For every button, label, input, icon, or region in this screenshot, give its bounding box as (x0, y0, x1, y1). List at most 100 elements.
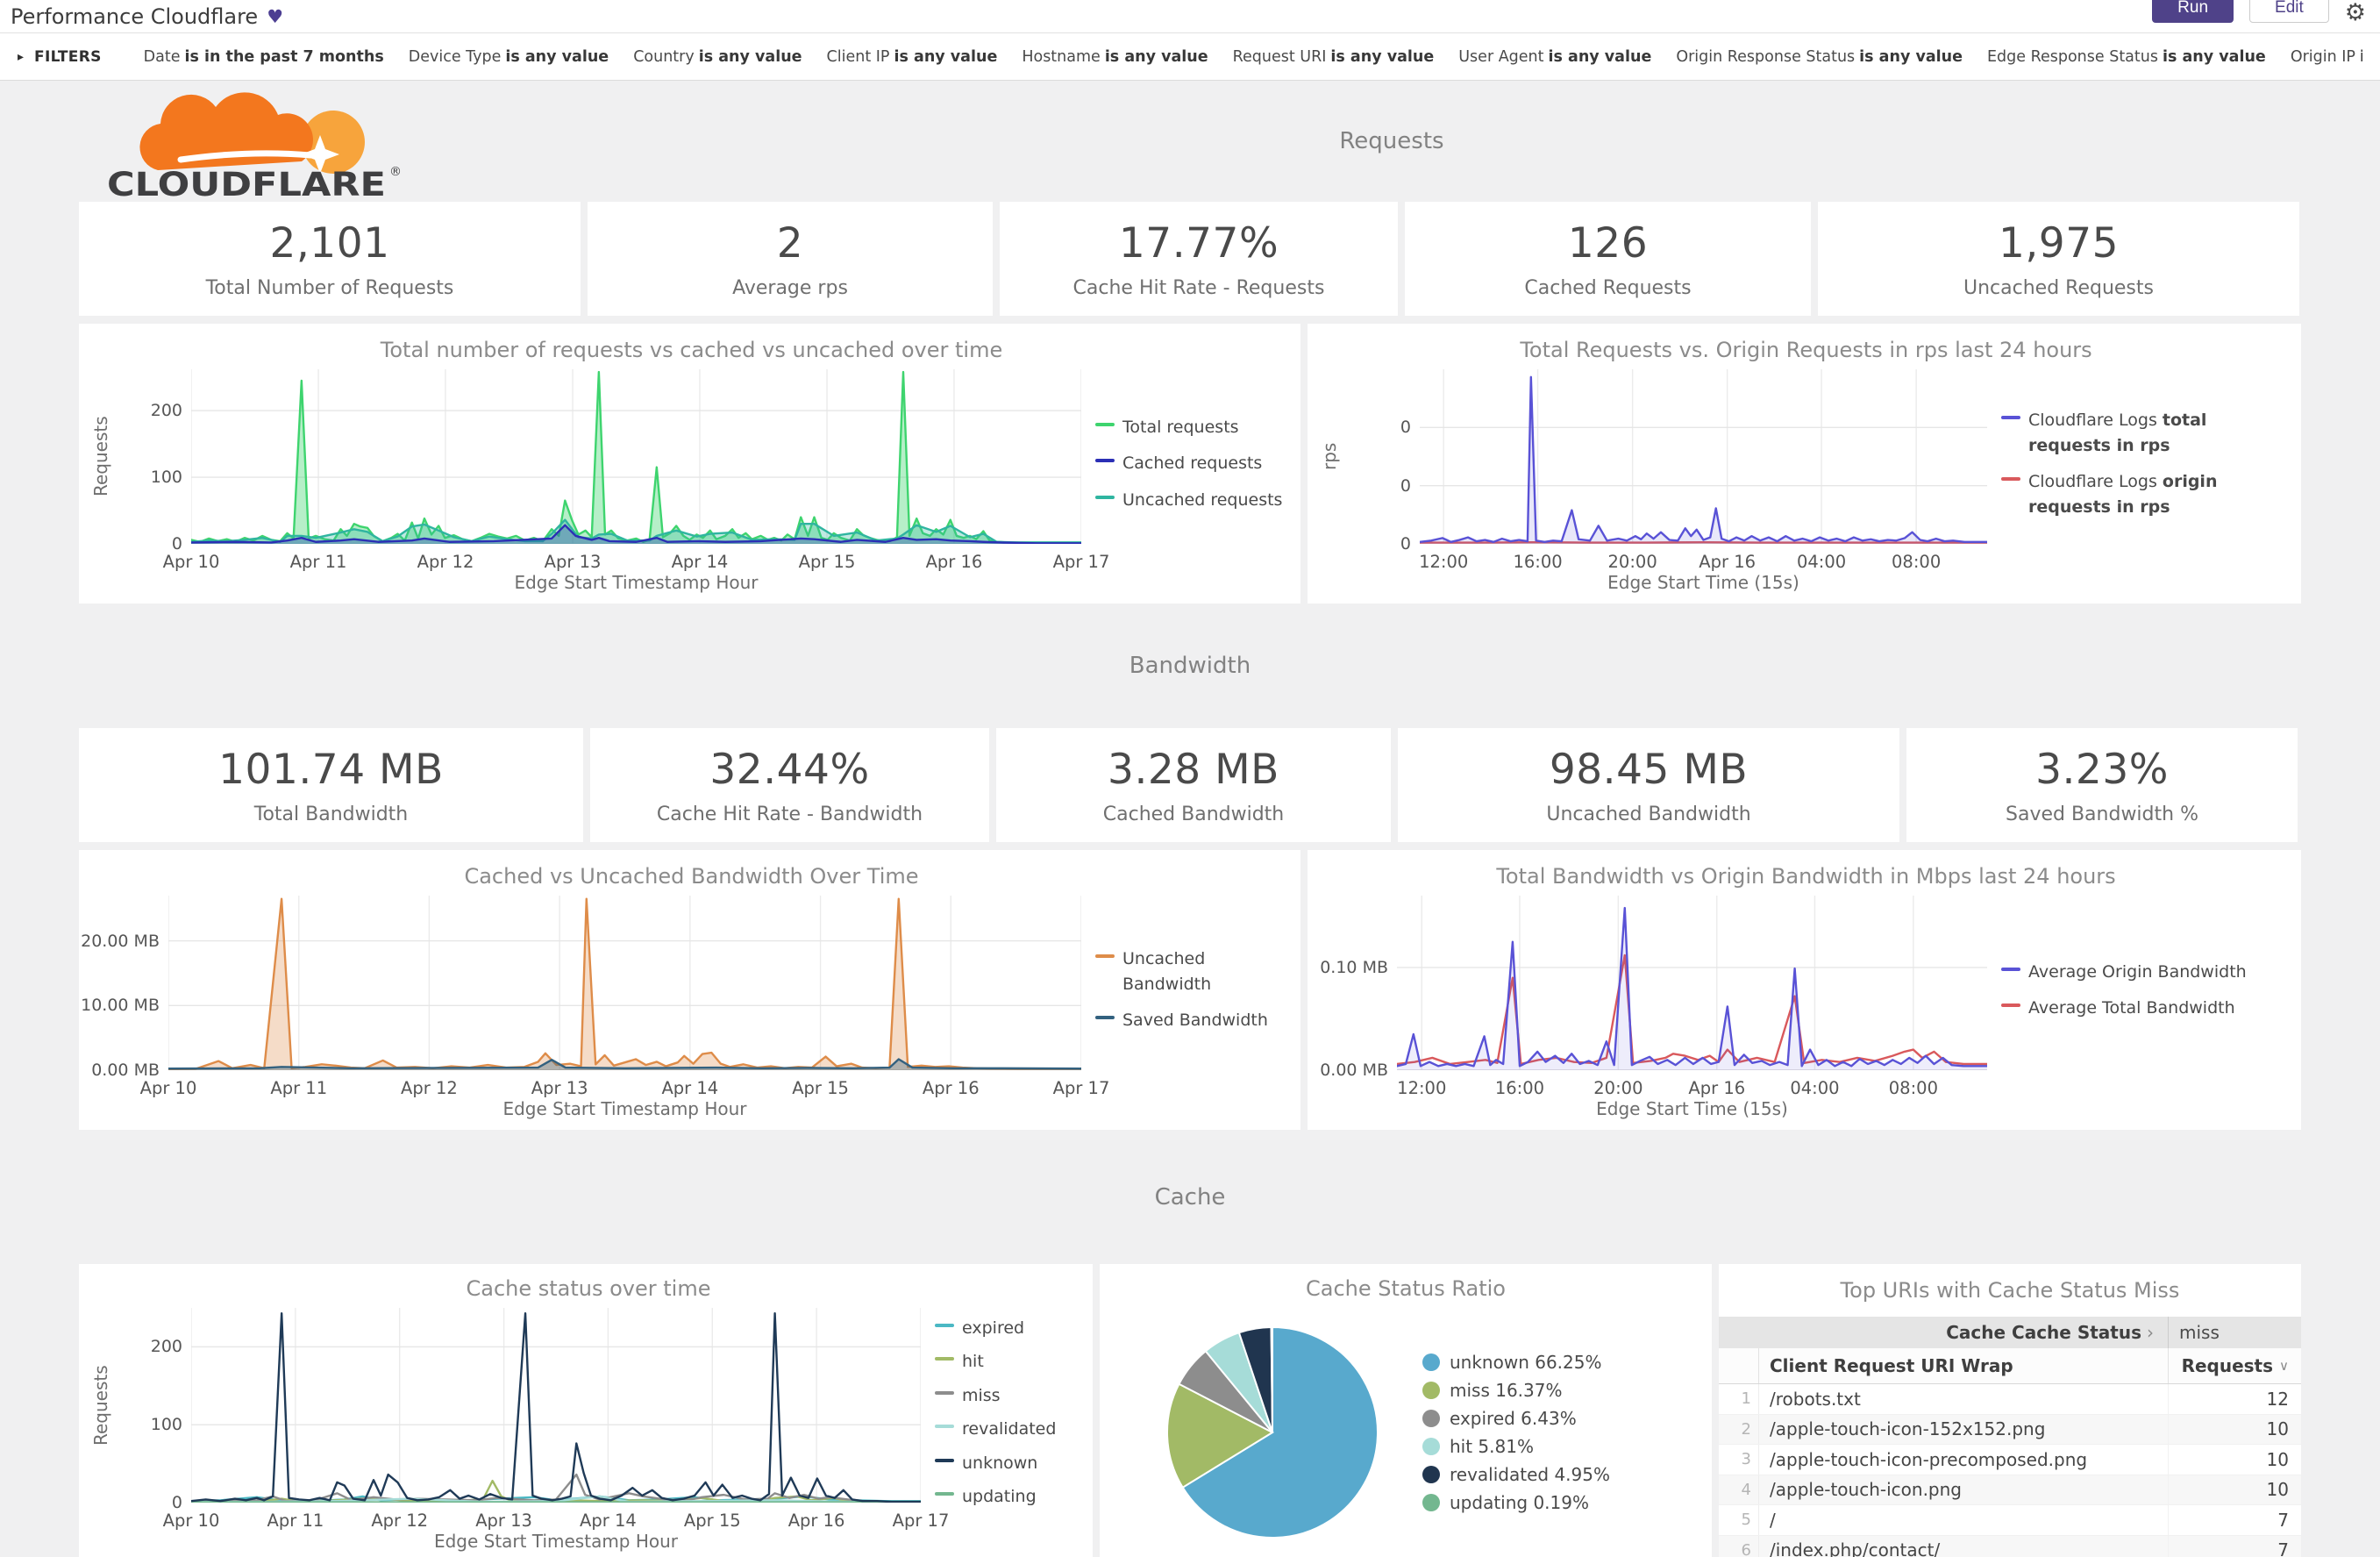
legend-item[interactable]: Average Total Bandwidth (2001, 996, 2291, 1021)
legend-item[interactable]: revalidated (935, 1417, 1084, 1442)
series-line (191, 1475, 921, 1502)
legend-item[interactable]: Cloudflare Logs origin requests in rps (2001, 469, 2291, 519)
table-row[interactable]: 6/index.php/contact/7 (1719, 1536, 2301, 1557)
y-tick-label: 0.10 MB (1320, 958, 1388, 977)
filter-condition: is in the past 7 months (184, 48, 383, 66)
x-tick-label: Apr 16 (788, 1511, 845, 1531)
filter-field: Device Type (409, 48, 502, 66)
legend-item[interactable]: Saved Bandwidth (1095, 1008, 1290, 1033)
section-title-requests: Requests (403, 128, 2380, 154)
legend-marker (1095, 954, 1115, 958)
legend-marker (935, 1425, 954, 1428)
filter-field: Origin IP (2291, 48, 2355, 66)
legend-item[interactable]: miss 16.37% (1422, 1380, 1610, 1401)
y-tick-label: 0.00 MB (91, 1061, 160, 1080)
run-button[interactable]: Run (2152, 0, 2234, 23)
legend-marker (935, 1324, 954, 1327)
x-tick-label: Apr 13 (475, 1511, 532, 1531)
legend-label: updating (962, 1484, 1037, 1510)
filters-expand-icon[interactable]: ▸ (18, 50, 24, 64)
cell-requests: 10 (2168, 1415, 2301, 1445)
table-row[interactable]: 5/7 (1719, 1505, 2301, 1536)
series-line (1420, 377, 1987, 542)
column-header-label: Requests (2182, 1355, 2273, 1376)
filter-field: Origin Response Status (1676, 48, 1855, 66)
x-tick-label: Apr 12 (371, 1511, 428, 1531)
y-tick-label: 0 (1400, 534, 1411, 554)
legend-item[interactable]: unknown 66.25% (1422, 1352, 1610, 1373)
legend-label: expired 6.43% (1450, 1408, 1577, 1429)
legend-item[interactable]: expired 6.43% (1422, 1408, 1610, 1429)
plot-area (1397, 896, 1987, 1070)
chart-legend: Cloudflare Logs total requests in rps Clo… (1987, 369, 2294, 598)
section-title-cache: Cache (1155, 1184, 1226, 1211)
legend-label: Saved Bandwidth (1122, 1008, 1268, 1033)
legend-item[interactable]: hit 5.81% (1422, 1436, 1610, 1457)
legend-marker (935, 1357, 954, 1361)
x-axis-label: Edge Start Time (15s) (1397, 1098, 1987, 1125)
filter-field: Country (633, 48, 695, 66)
x-tick-label: Apr 17 (1053, 1078, 1110, 1098)
pivot-chevron-icon: › (2147, 1322, 2154, 1343)
filter-field: Client IP (827, 48, 890, 66)
legend-item[interactable]: updating (935, 1484, 1084, 1510)
pivot-value: miss (2168, 1317, 2301, 1348)
page-title: Performance Cloudflare (11, 4, 258, 29)
legend-item[interactable]: Cloudflare Logs total requests in rps (2001, 408, 2291, 458)
filter-condition: is any value (505, 48, 609, 66)
legend-item[interactable]: Total requests (1095, 415, 1290, 440)
filter-field: Date (144, 48, 181, 66)
kpi-label: Total Number of Requests (206, 277, 454, 299)
legend-marker (1095, 496, 1115, 499)
legend-label: miss (962, 1383, 1001, 1409)
legend-item[interactable]: updating 0.19% (1422, 1492, 1610, 1513)
cell-uri: /index.php/contact/ (1759, 1536, 2168, 1557)
legend-label: revalidated 4.95% (1450, 1464, 1610, 1485)
chart-mbps-24h: Total Bandwidth vs Origin Bandwidth in M… (1308, 850, 2301, 1130)
x-tick-label: Apr 13 (531, 1078, 588, 1098)
legend-marker (2001, 968, 2020, 971)
legend-item[interactable]: Uncached Bandwidth (1095, 946, 1290, 996)
registered-mark: ® (389, 165, 402, 179)
legend-item[interactable]: miss (935, 1383, 1084, 1409)
legend-label: unknown (962, 1451, 1037, 1476)
legend-item[interactable]: Uncached requests (1095, 488, 1290, 513)
filters-label: FILTERS (34, 48, 102, 66)
legend-item[interactable]: expired (935, 1316, 1084, 1341)
heart-icon: ♥ (267, 6, 283, 27)
legend-item[interactable]: revalidated 4.95% (1422, 1464, 1610, 1485)
legend-item[interactable]: hit (935, 1349, 1084, 1375)
column-header-requests[interactable]: Requests∨ (2168, 1348, 2301, 1383)
series-line (191, 372, 1081, 542)
gear-icon[interactable]: ⚙ (2345, 0, 2366, 26)
filter-condition: is any value (1105, 48, 1208, 66)
edit-button[interactable]: Edit (2249, 0, 2329, 23)
filter-condition: is any value (894, 48, 998, 66)
y-tick-label: 0.00 MB (1320, 1061, 1388, 1080)
legend-item[interactable]: Cached requests (1095, 451, 1290, 476)
section-requests-header: CLOUDFLARE ® Requests (0, 81, 2380, 202)
column-header-uri[interactable]: Client Request URI Wrap (1759, 1355, 2168, 1376)
legend-item[interactable]: unknown (935, 1451, 1084, 1476)
filter-field: User Agent (1458, 48, 1543, 66)
legend-item[interactable]: Average Origin Bandwidth (2001, 960, 2291, 985)
pivot-field-label[interactable]: Cache Cache Status› (1719, 1322, 2168, 1343)
